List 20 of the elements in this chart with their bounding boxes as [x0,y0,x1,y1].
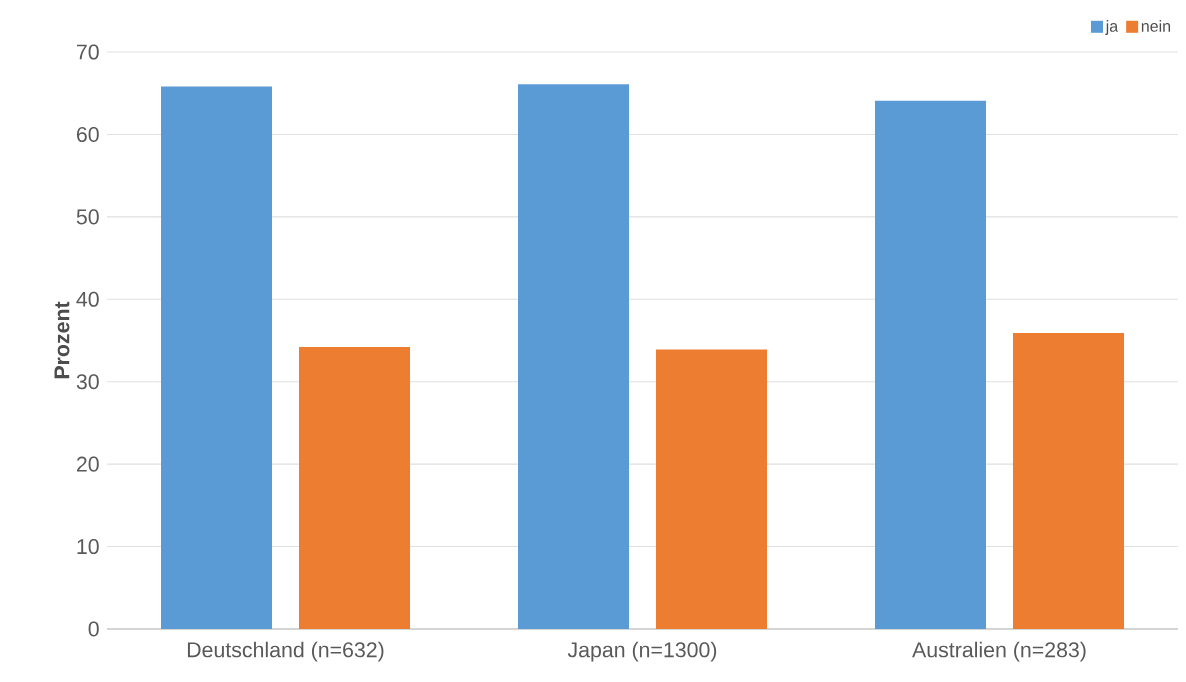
y-tick-label: 50 [76,209,99,225]
y-tick-label: 40 [76,291,99,307]
y-tick-label: 30 [76,374,99,390]
legend-label: ja [1105,20,1119,35]
x-tick-label: Deutschland (n=632) [187,641,384,662]
bar [656,349,767,629]
bar [299,347,411,629]
x-tick-label: Australien (n=283) [912,641,1086,662]
bar [875,100,986,629]
bar [518,84,629,629]
x-tick-label: Japan (n=1300) [567,641,717,662]
bar [1013,333,1124,629]
y-tick-label: 60 [76,126,99,142]
legend-label: nein [1141,20,1171,32]
y-tick-label: 10 [77,539,99,555]
y-tick-label: 0 [88,621,99,637]
y-axis-title: Prozent [54,301,70,379]
y-tick-label: 70 [76,44,99,60]
y-tick-label: 20 [76,456,99,472]
bar [161,86,273,629]
